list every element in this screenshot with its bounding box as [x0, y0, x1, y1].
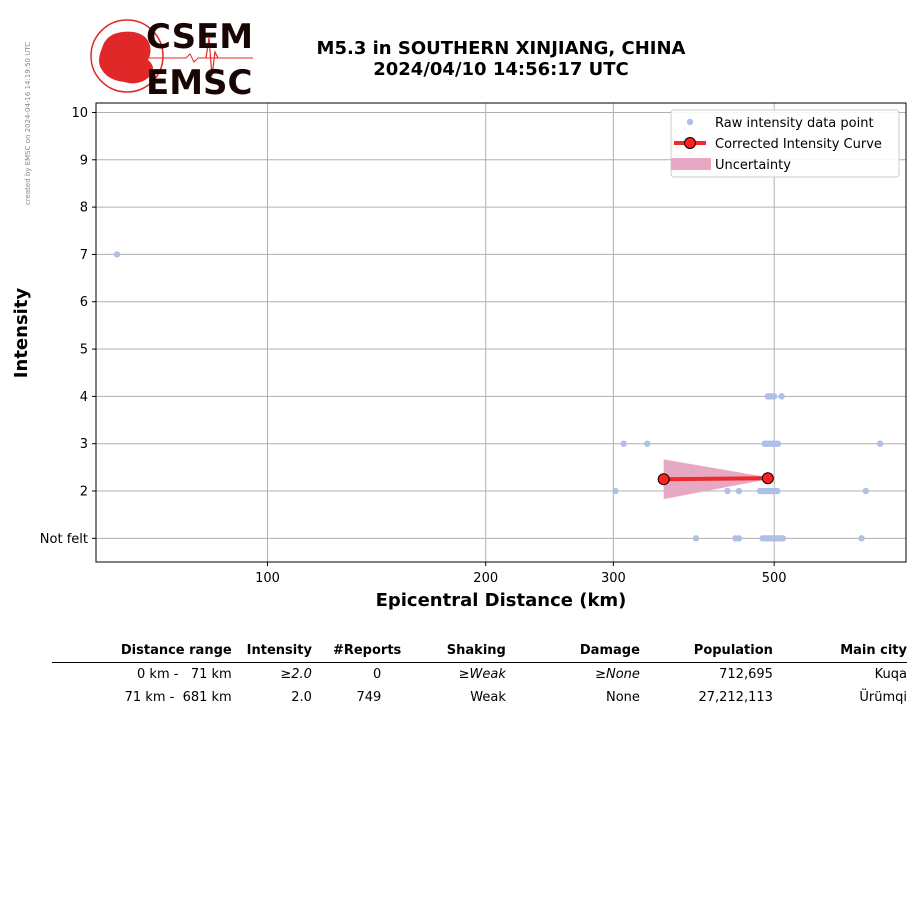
corrected-curve-point: [657, 473, 670, 486]
cell-damage: None: [605, 690, 640, 705]
cell-range: 0 km - 71 km: [137, 667, 232, 682]
table-row: 71 km - 681 km 2.0 749 Weak None 27,212,…: [52, 686, 907, 709]
legend-raw-marker: [686, 118, 694, 126]
raw-intensity-point: [620, 440, 627, 447]
intensity-chart: 100 200 300 500 Not felt 2 3 4 5 6 7 8 9 10 Epicentr…: [11, 102, 907, 611]
cell-shaking: Weak: [470, 690, 506, 705]
raw-intensity-point: [724, 487, 731, 495]
cell-damage: ≥None: [595, 667, 640, 682]
x-tick-label: 500: [762, 571, 787, 586]
x-axis-ticks: 100 200 300 500: [255, 562, 787, 586]
cell-shaking: ≥Weak: [458, 667, 506, 682]
raw-points: [113, 251, 884, 542]
x-tick-label: 100: [255, 571, 280, 586]
y-tick-label: 2: [80, 485, 88, 500]
cell-reports: 0: [373, 667, 382, 682]
cell-intensity: 2.0: [291, 690, 312, 705]
logo-text-csem: CSEM: [146, 18, 253, 57]
y-tick-label: 3: [80, 437, 88, 452]
y-tick-label: 7: [80, 248, 88, 263]
corrected-curve-line: [663, 476, 768, 482]
logo-text-emsc: EMSC: [146, 63, 253, 98]
raw-intensity-point: [643, 440, 651, 447]
y-axis-label: Intensity: [11, 288, 32, 379]
raw-intensity-point: [779, 535, 787, 542]
y-tick-label: 8: [80, 201, 88, 216]
cell-population: 712,695: [719, 667, 773, 682]
raw-intensity-point: [858, 535, 865, 542]
y-tick-label: 4: [80, 390, 88, 405]
plot-frame: [95, 102, 907, 563]
table-header-row: Distance range Intensity #Reports Shakin…: [52, 640, 907, 663]
raw-intensity-point: [735, 487, 743, 495]
x-tick-label: 300: [601, 571, 626, 586]
y-tick-label: Not felt: [40, 532, 88, 547]
legend-uncertainty-swatch: [671, 158, 711, 170]
header-main-city: Main city: [772, 640, 907, 663]
raw-intensity-point: [113, 251, 121, 258]
raw-intensity-point: [735, 535, 743, 542]
raw-intensity-point: [774, 440, 782, 447]
raw-intensity-point: [774, 487, 781, 495]
raw-intensity-point: [692, 535, 700, 542]
x-axis-label: Epicentral Distance (km): [376, 590, 627, 611]
raw-intensity-point: [876, 440, 884, 447]
y-tick-label: 5: [80, 343, 88, 358]
intensity-summary-table: Distance range Intensity #Reports Shakin…: [52, 640, 907, 709]
cell-population: 27,212,113: [698, 690, 773, 705]
legend-box: [670, 109, 900, 178]
x-tick-label: 200: [473, 571, 498, 586]
y-tick-label: 9: [80, 153, 88, 168]
corrected-curve-point: [761, 472, 774, 485]
cell-city: Ürümqi: [859, 690, 907, 705]
legend-curve-label: Corrected Intensity Curve: [715, 137, 882, 152]
header-shaking: Shaking: [401, 640, 506, 663]
raw-intensity-point: [778, 393, 785, 400]
y-tick-label: 6: [80, 295, 88, 310]
legend-uncertainty-label: Uncertainty: [715, 158, 791, 173]
raw-intensity-point: [770, 393, 778, 400]
csem-emsc-logo: CSEM EMSC: [90, 18, 253, 98]
cell-city: Kuqa: [874, 667, 907, 682]
header-reports: #Reports: [311, 640, 402, 663]
title-datetime: 2024/04/10 14:56:17 UTC: [373, 59, 629, 80]
chart-title: M5.3 in SOUTHERN XINJIANG, CHINA 2024/04…: [290, 38, 712, 80]
raw-intensity-point: [612, 487, 619, 495]
legend: Raw intensity data point Corrected Inten…: [670, 109, 900, 178]
legend-curve-marker: [684, 137, 696, 149]
cell-intensity: ≥2.0: [280, 667, 312, 682]
y-axis-ticks: Not felt 2 3 4 5 6 7 8 9 10: [40, 106, 96, 547]
legend-raw-label: Raw intensity data point: [715, 116, 874, 131]
cell-range: 71 km - 681 km: [124, 690, 232, 705]
corrected-curve: [657, 472, 774, 486]
title-event: M5.3 in SOUTHERN XINJIANG, CHINA: [316, 38, 686, 59]
y-tick-label: 10: [71, 106, 88, 121]
raw-intensity-point: [862, 487, 870, 495]
header-population: Population: [639, 640, 773, 663]
table-row: 0 km - 71 km ≥2.0 0 ≥Weak ≥None 712,695 …: [52, 663, 907, 687]
header-intensity: Intensity: [231, 640, 312, 663]
header-distance-range: Distance range: [52, 640, 232, 663]
cell-reports: 749: [356, 690, 382, 705]
header-damage: Damage: [505, 640, 640, 663]
